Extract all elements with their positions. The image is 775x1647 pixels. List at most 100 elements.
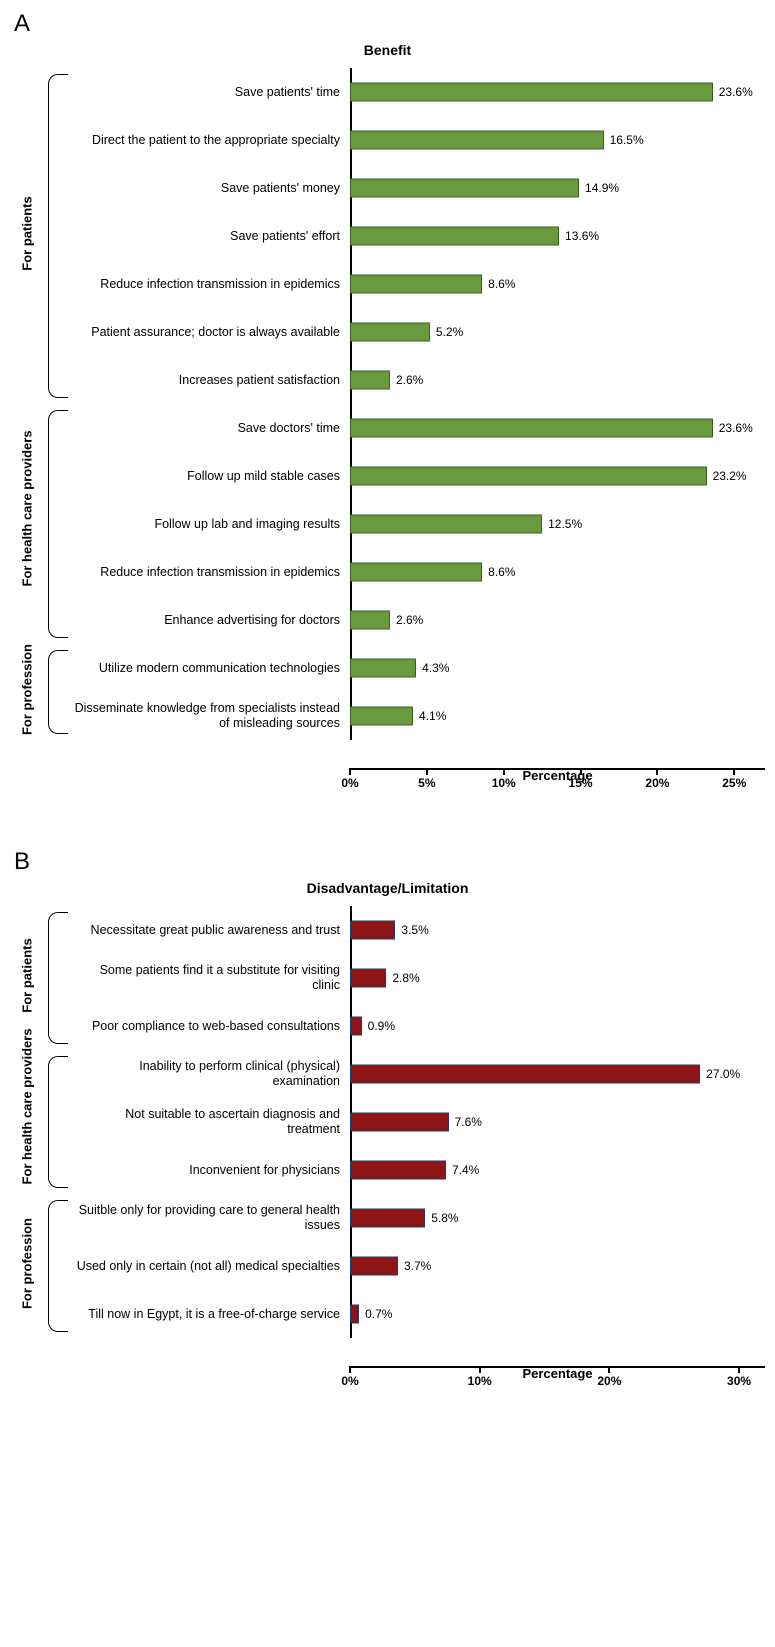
row-label: Suitble only for providing care to gener… [70, 1203, 350, 1233]
bar-value: 0.7% [365, 1307, 392, 1321]
bar [350, 371, 390, 390]
bar [350, 921, 395, 940]
bar-value: 27.0% [706, 1067, 740, 1081]
bar-value: 14.9% [585, 181, 619, 195]
row-plot: 23.6% [350, 68, 765, 116]
group-brace [48, 410, 68, 638]
bar [350, 1257, 398, 1276]
x-axis: 0%5%10%15%20%25%Percentage [350, 768, 765, 818]
row-plot: 7.6% [350, 1098, 765, 1146]
panel-letter-a: A [14, 10, 765, 38]
row-label: Disseminate knowledge from specialists i… [70, 701, 350, 731]
bar-value: 3.7% [404, 1259, 431, 1273]
row-label: Direct the patient to the appropriate sp… [70, 133, 350, 148]
tick-label: 25% [722, 776, 746, 790]
row-plot: 0.7% [350, 1290, 765, 1338]
bar [350, 969, 386, 988]
row-label: Reduce infection transmission in epidemi… [70, 277, 350, 292]
chart-row: Poor compliance to web-based consultatio… [70, 1002, 765, 1050]
row-label: Reduce infection transmission in epidemi… [70, 565, 350, 580]
bar-value: 0.9% [368, 1019, 395, 1033]
group-brace [48, 912, 68, 1044]
row-label: Enhance advertising for doctors [70, 613, 350, 628]
row-plot: 0.9% [350, 1002, 765, 1050]
chart-row: Patient assurance; doctor is always avai… [70, 308, 765, 356]
chart-row: Save patients' effort13.6% [70, 212, 765, 260]
bar [350, 323, 430, 342]
chart-row: Some patients find it a substitute for v… [70, 954, 765, 1002]
bar-value: 13.6% [565, 229, 599, 243]
group-label: For health care providers [20, 1055, 35, 1185]
bar [350, 1017, 362, 1036]
bar [350, 515, 542, 534]
row-label: Increases patient satisfaction [70, 373, 350, 388]
group-label: For profession [20, 1199, 35, 1329]
row-label: Follow up mild stable cases [70, 469, 350, 484]
row-label: Till now in Egypt, it is a free-of-charg… [70, 1307, 350, 1322]
row-label: Necessitate great public awareness and t… [70, 923, 350, 938]
bar [350, 179, 579, 198]
group-label: For patients [20, 169, 35, 299]
bar-value: 23.6% [719, 421, 753, 435]
chart-row: Used only in certain (not all) medical s… [70, 1242, 765, 1290]
bar-value: 8.6% [488, 277, 515, 291]
bar-value: 12.5% [548, 517, 582, 531]
bar [350, 1113, 449, 1132]
row-label: Save doctors' time [70, 421, 350, 436]
tick-label: 5% [418, 776, 435, 790]
tick-label: 20% [597, 1374, 621, 1388]
chart-row: Necessitate great public awareness and t… [70, 906, 765, 954]
bar [350, 611, 390, 630]
row-plot: 8.6% [350, 548, 765, 596]
bar [350, 275, 482, 294]
bar-value: 23.6% [719, 85, 753, 99]
panel-letter-b: B [14, 848, 765, 876]
chart-row: Follow up mild stable cases 23.2% [70, 452, 765, 500]
group-label: For health care providers [20, 457, 35, 587]
group-brace [48, 1056, 68, 1188]
chart-b: For patients For health care providers For… [10, 906, 765, 1416]
bar [350, 707, 413, 726]
group-brace [48, 74, 68, 398]
bar-value: 23.2% [713, 469, 747, 483]
chart-row: Reduce infection transmission in epidemi… [70, 260, 765, 308]
bar-value: 8.6% [488, 565, 515, 579]
row-plot: 8.6% [350, 260, 765, 308]
chart-title-a: Benefit [10, 42, 765, 58]
row-plot: 3.5% [350, 906, 765, 954]
bar-value: 4.1% [419, 709, 446, 723]
chart-row: Save doctors' time 23.6% [70, 404, 765, 452]
bar [350, 83, 713, 102]
tick-label: 15% [569, 776, 593, 790]
chart-title-b: Disadvantage/Limitation [10, 880, 765, 896]
bar-value: 4.3% [422, 661, 449, 675]
bar-value: 7.6% [455, 1115, 482, 1129]
row-label: Follow up lab and imaging results [70, 517, 350, 532]
panel-a: A Benefit For patients For health care pr… [10, 10, 765, 818]
row-plot: 23.6% [350, 404, 765, 452]
group-label: For patients [20, 911, 35, 1041]
row-plot: 5.2% [350, 308, 765, 356]
tick-label: 20% [645, 776, 669, 790]
chart-row: Direct the patient to the appropriate sp… [70, 116, 765, 164]
bar-value: 5.8% [431, 1211, 458, 1225]
group-brace [48, 650, 68, 734]
bar-value: 7.4% [452, 1163, 479, 1177]
chart-row: Suitble only for providing care to gener… [70, 1194, 765, 1242]
tick-label: 10% [468, 1374, 492, 1388]
row-plot: 14.9% [350, 164, 765, 212]
chart-row: Save patients' time 23.6% [70, 68, 765, 116]
bar-value: 3.5% [401, 923, 428, 937]
chart-row: Inconvenient for physicians7.4% [70, 1146, 765, 1194]
chart-row: Disseminate knowledge from specialists i… [70, 692, 765, 740]
bar [350, 1305, 359, 1324]
row-plot: 27.0% [350, 1050, 765, 1098]
chart-row: Save patients' money14.9% [70, 164, 765, 212]
chart-row: Reduce infection transmission in epidemi… [70, 548, 765, 596]
bar-value: 2.6% [396, 373, 423, 387]
chart-row: Follow up lab and imaging results 12.5% [70, 500, 765, 548]
x-axis-title: Percentage [350, 1366, 765, 1381]
row-plot: 2.6% [350, 356, 765, 404]
group-brace [48, 1200, 68, 1332]
row-label: Save patients' time [70, 85, 350, 100]
